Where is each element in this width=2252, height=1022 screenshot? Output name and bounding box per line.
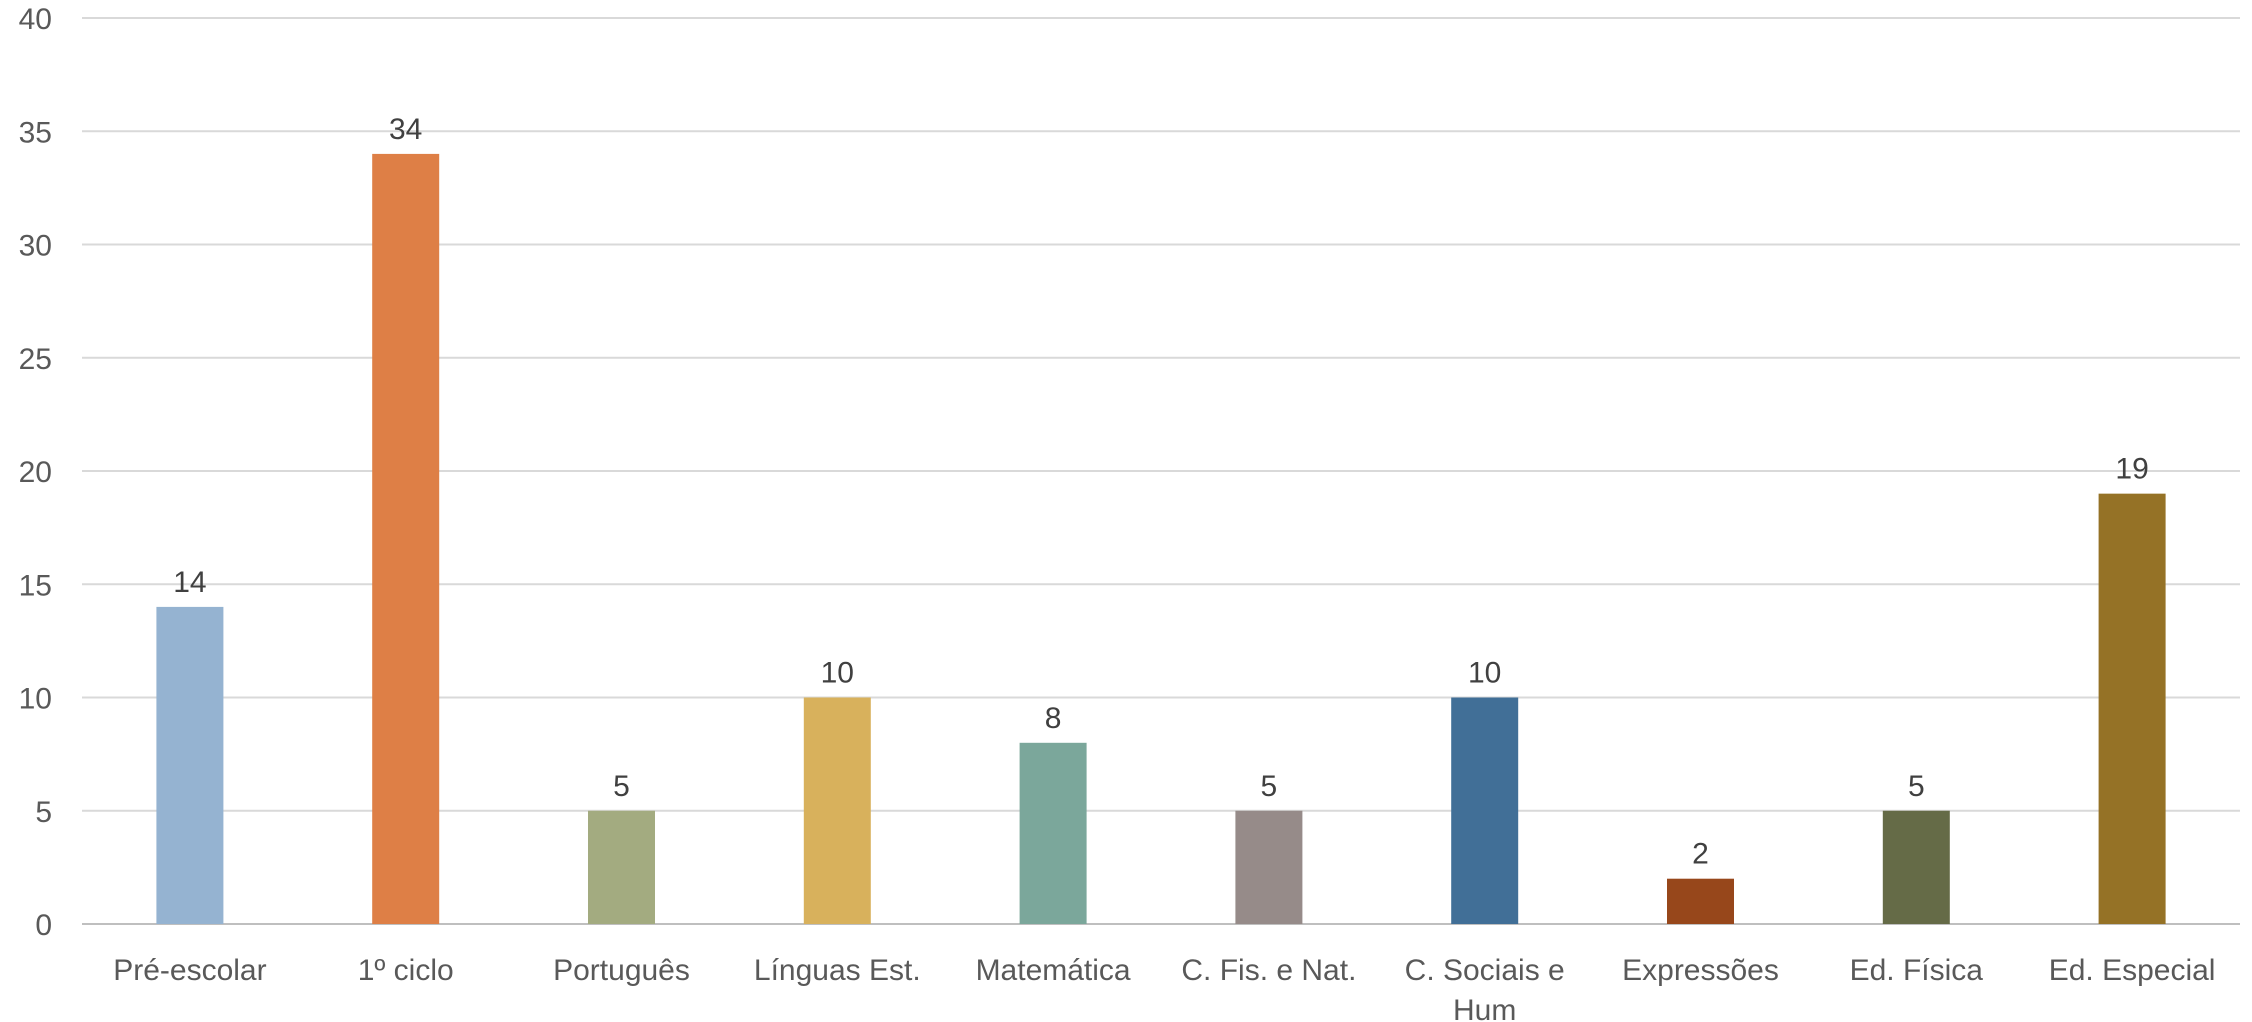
y-tick-label: 10	[19, 683, 52, 716]
data-label: 10	[1468, 657, 1501, 690]
data-labels: 14 34 5 10 8 5 10 2 5 19	[173, 113, 2149, 871]
x-tick-label: C. Fis. e Nat.	[1181, 954, 1356, 987]
bar	[1882, 810, 1950, 924]
data-label: 5	[1261, 770, 1278, 803]
y-tick-label: 20	[19, 456, 52, 489]
x-tick-label: Ed. Física	[1850, 954, 1984, 987]
data-label: 2	[1692, 838, 1709, 871]
bar	[372, 153, 440, 924]
y-tick-label: 35	[19, 116, 52, 149]
data-label: 8	[1045, 702, 1062, 735]
bar	[1019, 742, 1087, 924]
x-tick-label: 1º ciclo	[358, 954, 454, 987]
data-label: 10	[821, 657, 854, 690]
y-tick-label: 5	[35, 796, 52, 829]
data-label: 34	[389, 113, 422, 146]
bar	[1235, 810, 1303, 924]
x-tick-label: Pré-escolar	[113, 954, 266, 987]
x-tick-label: Expressões	[1622, 954, 1779, 987]
data-label: 19	[2115, 453, 2148, 486]
data-label: 5	[613, 770, 630, 803]
bar	[803, 697, 871, 924]
bars	[156, 153, 2166, 924]
bar	[1667, 878, 1734, 924]
bar	[588, 810, 655, 924]
x-tick-label: Português	[553, 954, 690, 987]
x-tick-label: Matemática	[976, 954, 1131, 987]
y-tick-label: 0	[35, 909, 52, 942]
y-tick-label: 15	[19, 569, 52, 602]
bar	[2098, 493, 2166, 924]
bar	[156, 606, 224, 924]
y-tick-label: 25	[19, 343, 52, 376]
data-label: 5	[1908, 770, 1925, 803]
bar	[1451, 697, 1519, 924]
y-tick-label: 40	[19, 3, 52, 36]
y-axis-tick-labels: 0 5 10 15 20 25 30 35 40	[19, 3, 52, 942]
x-tick-label: Ed. Especial	[2049, 954, 2216, 987]
x-tick-label: C. Sociais e Hum	[1405, 954, 1565, 1022]
y-tick-label: 30	[19, 230, 52, 263]
x-tick-label: Línguas Est.	[754, 954, 921, 987]
data-label: 14	[173, 566, 206, 599]
gridlines	[82, 17, 2240, 925]
x-axis-tick-labels: Pré-escolar 1º ciclo Português Línguas Est.…	[113, 954, 2215, 1022]
